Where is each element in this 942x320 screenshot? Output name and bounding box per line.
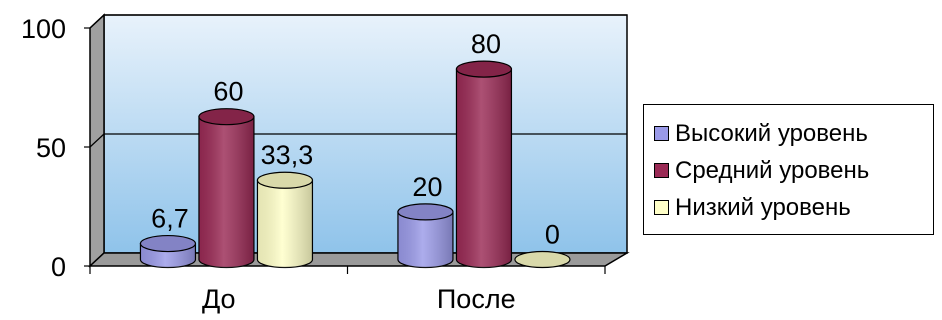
- bar-top: [514, 250, 571, 269]
- bar: [256, 171, 314, 269]
- bar-shading: [397, 211, 453, 268]
- y-tick-label: 50: [36, 133, 66, 163]
- data-label: 6,7: [151, 204, 189, 234]
- legend-label: Высокий уровень: [675, 119, 868, 147]
- bar: [198, 108, 255, 269]
- legend-swatch: [654, 200, 669, 215]
- bar-top: [198, 108, 255, 126]
- bar-top: [397, 203, 454, 221]
- chart-bars: [139, 60, 571, 269]
- bar: [139, 234, 197, 269]
- data-label: 80: [471, 29, 501, 59]
- bar: [397, 203, 454, 269]
- data-label: 33,3: [261, 140, 314, 170]
- data-label: 0: [545, 220, 560, 250]
- y-tick-label: 100: [21, 14, 66, 44]
- bar-shading: [257, 180, 313, 268]
- legend-item: Низкий уровень: [644, 189, 933, 226]
- bar-shading: [198, 116, 254, 268]
- chart-labels: 6,7 60 33,3 До 20 80 0 После: [151, 29, 560, 314]
- legend-label: Низкий уровень: [675, 193, 851, 221]
- y-tick-label: 0: [51, 252, 66, 282]
- legend-item: Средний уровень: [644, 152, 933, 189]
- data-label: 20: [412, 172, 442, 202]
- bar-top: [455, 60, 513, 78]
- gridline-side: [89, 14, 105, 29]
- legend-swatch: [654, 163, 669, 178]
- bar: [514, 250, 571, 269]
- x-tick-label: До: [202, 284, 236, 314]
- legend-label: Средний уровень: [675, 156, 870, 184]
- data-label: 60: [213, 77, 243, 107]
- bar-top: [139, 234, 197, 253]
- legend-item: Высокий уровень: [644, 115, 933, 152]
- gridline-side: [89, 133, 105, 148]
- bar-shading: [456, 69, 512, 268]
- legend: Высокий уровень Средний уровень Низкий уро…: [643, 104, 934, 235]
- x-tick-label: После: [437, 284, 516, 314]
- bar: [455, 60, 513, 269]
- chart-walls: 0 50 100: [21, 13, 630, 282]
- bar-top: [256, 171, 314, 189]
- legend-swatch: [654, 126, 669, 141]
